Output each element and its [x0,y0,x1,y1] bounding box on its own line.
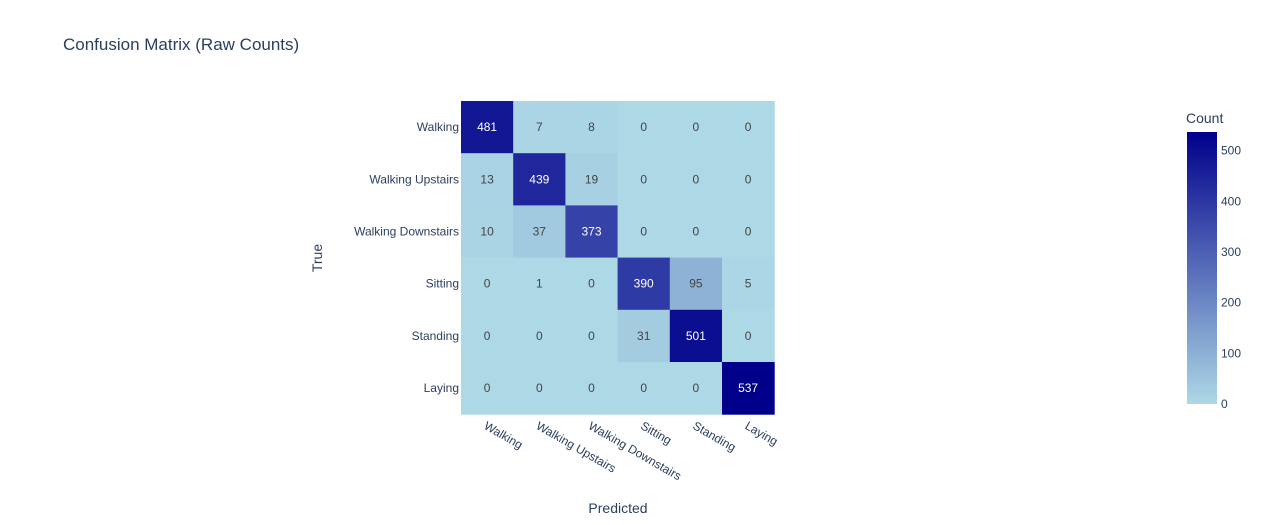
cell-value-label: 0 [588,277,595,291]
cell-value-label: 0 [693,225,700,239]
cell-value-label: 13 [480,172,494,186]
cell-value-label: 0 [745,120,752,134]
y-tick-label: Walking Upstairs [369,172,459,186]
y-tick-label: Walking [417,120,459,134]
colorbar-tick-label: 500 [1221,144,1241,158]
y-tick-labels: Walking Walking Upstairs Walking Downstair… [354,120,459,395]
cell-value-label: 5 [745,277,752,291]
y-tick-label: Sitting [426,277,459,291]
cell-value-label: 0 [484,277,491,291]
cell-value-label: 481 [477,120,497,134]
cell-value-label: 0 [588,329,595,343]
cell-value-label: 439 [529,172,549,186]
cell-value-label: 0 [640,225,647,239]
cell-value-label: 10 [480,225,494,239]
x-tick-label: Standing [690,419,738,455]
cell-value-label: 31 [637,329,651,343]
cell-value-label: 0 [693,172,700,186]
cell-value-label: 37 [533,225,547,239]
x-tick-label: Laying [743,419,781,449]
cell-value-label: 8 [588,120,595,134]
cell-value-label: 0 [640,120,647,134]
x-tick-label: Walking [482,419,526,452]
cell-value-label: 0 [640,381,647,395]
colorbar-tick-label: 200 [1221,296,1241,310]
x-tick-label: Walking Downstairs [586,419,684,484]
x-tick-labels: WalkingWalking UpstairsWalking Downstair… [482,419,781,484]
cell-value-label: 0 [536,329,543,343]
cell-value-label: 0 [693,381,700,395]
heatmap-cells [461,101,775,415]
cell-value-label: 0 [484,329,491,343]
y-tick-label: Laying [424,381,459,395]
chart-title: Confusion Matrix (Raw Counts) [63,35,299,54]
colorbar-tick-label: 0 [1221,397,1228,411]
cell-value-label: 19 [585,172,599,186]
colorbar-tick-label: 400 [1221,194,1241,208]
colorbar-tick-label: 300 [1221,245,1241,259]
cell-value-label: 373 [581,225,601,239]
colorbar-tick-label: 100 [1221,346,1241,360]
cell-value-label: 0 [693,120,700,134]
cell-value-label: 0 [745,329,752,343]
cell-value-label: 0 [588,381,595,395]
cell-value-label: 1 [536,277,543,291]
x-axis-title: Predicted [588,500,647,516]
y-axis-title: True [309,244,325,272]
colorbar [1187,132,1217,404]
cell-value-label: 390 [634,277,654,291]
cell-value-label: 7 [536,120,543,134]
cell-value-label: 501 [686,329,706,343]
cell-value-label: 537 [738,381,758,395]
cell-value-label: 0 [484,381,491,395]
colorbar-tick-labels: 0 100 200 300 400 500 [1221,144,1241,411]
cell-value-label: 0 [745,172,752,186]
cell-value-label: 95 [689,277,703,291]
cell-value-label: 0 [745,225,752,239]
x-tick-label: Sitting [638,419,674,448]
cell-value-label: 0 [536,381,543,395]
y-tick-label: Walking Downstairs [354,225,459,239]
colorbar-title: Count [1186,110,1223,126]
y-tick-label: Standing [412,329,459,343]
cell-value-label: 0 [640,172,647,186]
